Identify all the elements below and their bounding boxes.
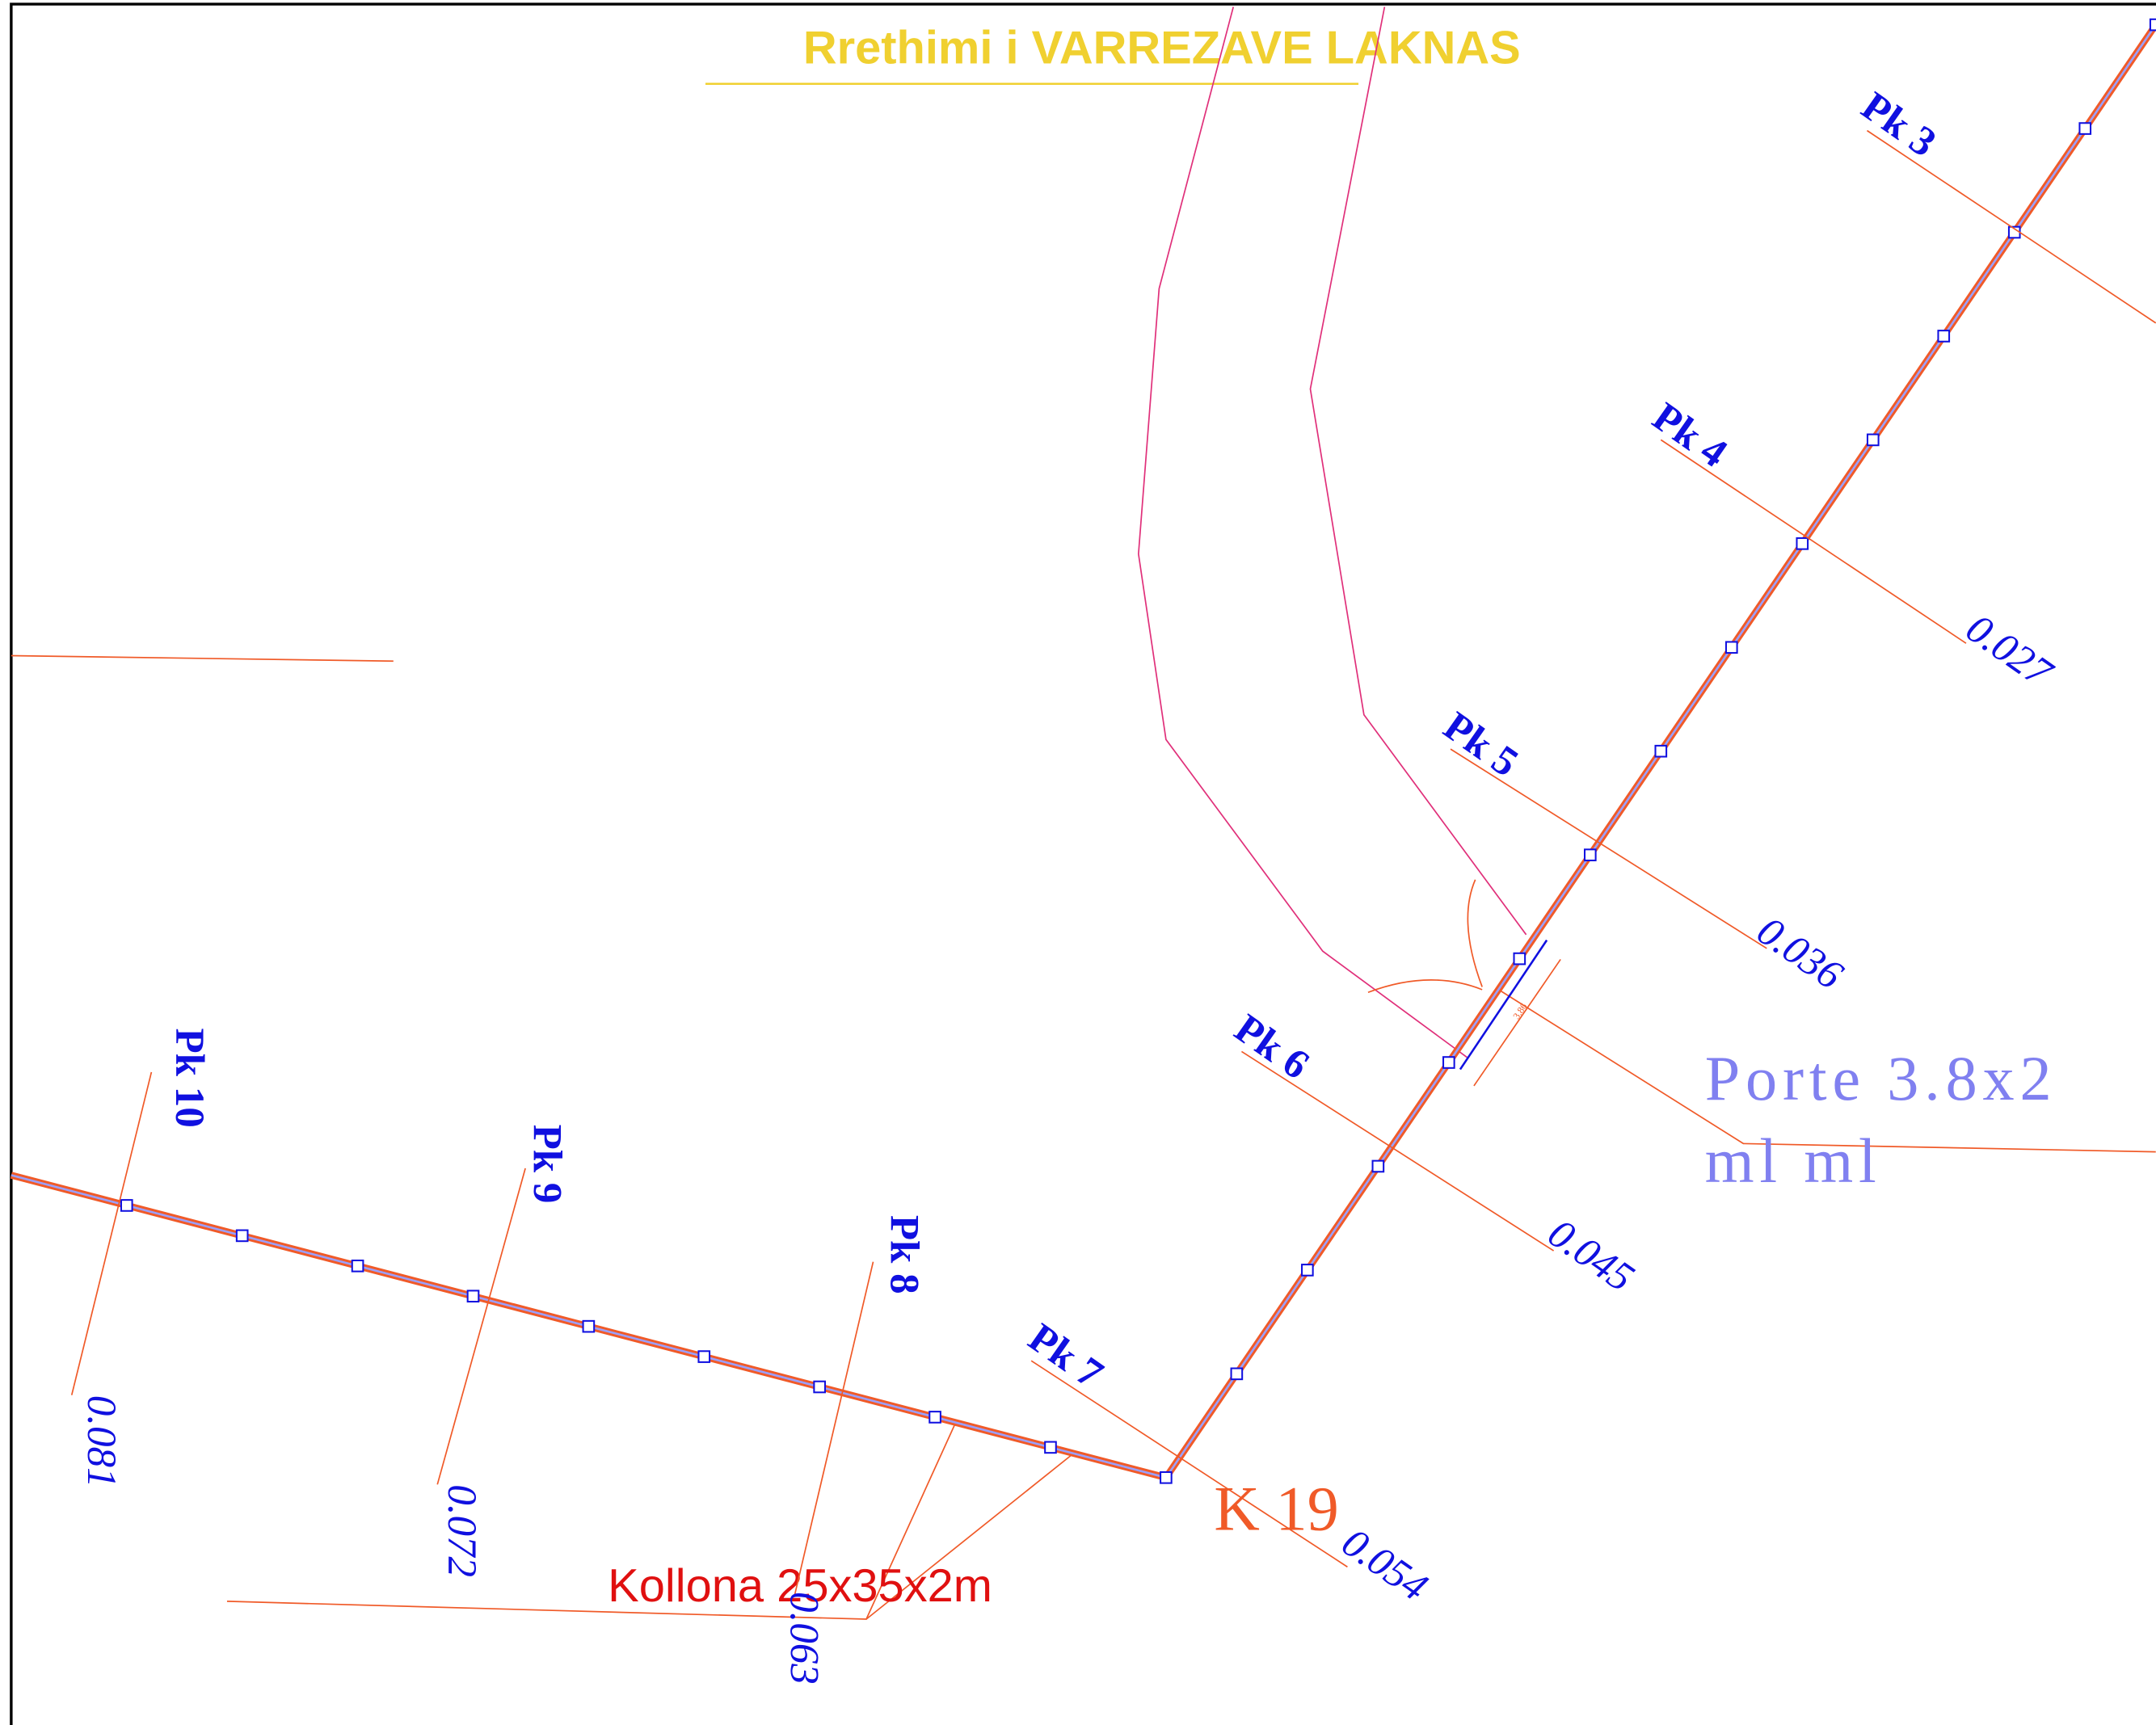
title: Rrethimi i VARREZAVE LAKNAS [803, 22, 1521, 74]
marker [1796, 538, 1808, 549]
marker [1726, 642, 1737, 653]
marker [1232, 1369, 1243, 1380]
marker [2150, 19, 2156, 31]
marker [1160, 1472, 1172, 1483]
offset-value: 0.063 [781, 1592, 826, 1685]
frame [11, 4, 2156, 1725]
marker [1443, 1057, 1455, 1068]
marker [1045, 1442, 1056, 1454]
marker [1938, 330, 1949, 342]
marker [1585, 849, 1596, 860]
station-label: Pk 10 [166, 1028, 212, 1127]
gate-label: ml ml [1705, 1125, 1882, 1196]
marker [1302, 1264, 1313, 1276]
marker [814, 1382, 825, 1393]
marker [1868, 435, 1879, 446]
gate-label: Porte 3.8x2 [1705, 1043, 2057, 1113]
corner-label: K 19 [1214, 1473, 1338, 1543]
marker [352, 1260, 364, 1272]
offset-value: 0.072 [439, 1484, 484, 1577]
station-label: Pk 8 [882, 1215, 927, 1294]
marker [929, 1412, 941, 1423]
marker [698, 1351, 710, 1362]
marker [1373, 1161, 1384, 1172]
station-label: Pk 9 [524, 1125, 569, 1204]
drawing: Rrethimi i VARREZAVE LAKNAS 3.86 Porte 3… [0, 0, 2156, 1725]
marker [237, 1231, 248, 1242]
offset-value: 0.081 [78, 1395, 124, 1488]
marker [121, 1200, 133, 1211]
marker [583, 1321, 595, 1332]
marker [1514, 953, 1526, 965]
marker [1656, 746, 1667, 757]
marker [468, 1290, 479, 1302]
marker [2079, 123, 2091, 134]
